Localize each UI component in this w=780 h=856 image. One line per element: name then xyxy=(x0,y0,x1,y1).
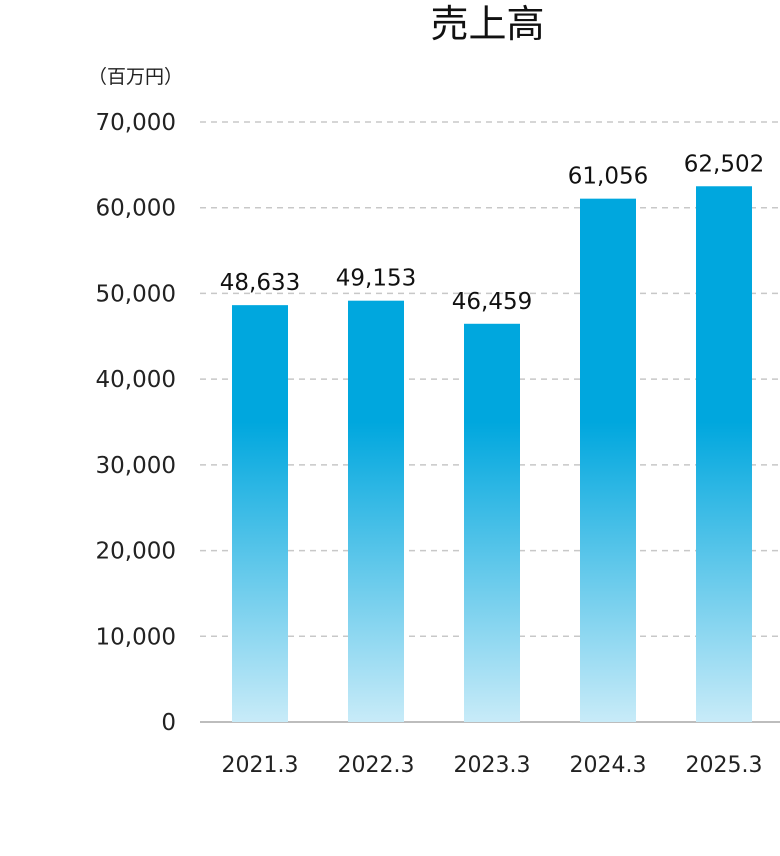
data-label: 62,502 xyxy=(684,151,764,177)
data-label: 48,633 xyxy=(220,270,300,296)
y-tick-label: 10,000 xyxy=(96,624,176,650)
x-tick-label: 2024.3 xyxy=(570,753,647,778)
x-tick-label: 2022.3 xyxy=(338,753,415,778)
bar-2022.3 xyxy=(348,300,404,722)
bar-2024.3 xyxy=(580,198,636,723)
data-label: 49,153 xyxy=(336,266,416,292)
bar-2025.3 xyxy=(696,186,752,723)
y-tick-label: 40,000 xyxy=(96,367,176,393)
data-label: 61,056 xyxy=(568,164,648,190)
bar-2021.3 xyxy=(232,305,288,722)
x-tick-label: 2023.3 xyxy=(454,753,531,778)
unit-label: （百万円） xyxy=(88,66,184,88)
y-tick-label: 60,000 xyxy=(96,196,176,222)
y-tick-label: 50,000 xyxy=(96,281,176,307)
data-label: 46,459 xyxy=(452,289,532,315)
x-tick-label: 2025.3 xyxy=(686,753,763,778)
y-tick-label: 70,000 xyxy=(96,110,176,136)
x-tick-label: 2021.3 xyxy=(222,753,299,778)
bar-2023.3 xyxy=(464,323,520,722)
y-tick-label: 30,000 xyxy=(96,453,176,479)
y-tick-label: 0 xyxy=(161,710,176,736)
chart-title: 売上高 xyxy=(430,2,545,46)
y-tick-label: 20,000 xyxy=(96,539,176,565)
